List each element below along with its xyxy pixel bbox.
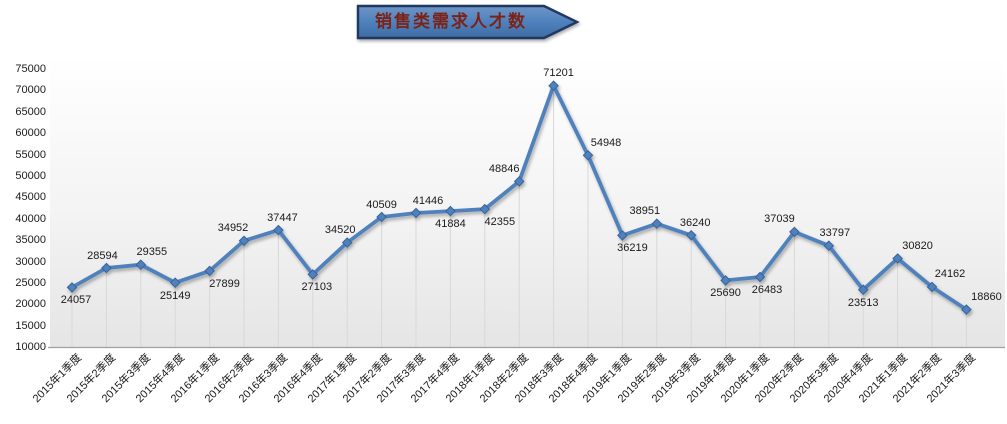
banner-arrow-polygon xyxy=(356,4,580,40)
data-label: 37447 xyxy=(267,211,298,224)
y-axis-label: 45000 xyxy=(15,191,46,204)
y-axis-label: 70000 xyxy=(15,84,46,97)
series-markers xyxy=(66,80,972,315)
chart-title: 销售类需求人才数 xyxy=(375,12,527,31)
data-label: 33797 xyxy=(819,227,851,240)
y-axis-label: 50000 xyxy=(15,169,46,182)
y-axis-label: 40000 xyxy=(15,212,46,225)
y-axis-label: 10000 xyxy=(15,341,46,353)
data-label: 24057 xyxy=(60,294,92,307)
chart-title-banner: 销售类需求人才数 xyxy=(356,4,580,42)
data-label: 28594 xyxy=(87,249,118,262)
data-label: 24162 xyxy=(934,268,966,281)
y-axis-label: 35000 xyxy=(15,234,46,247)
title-banner-arrow-shape xyxy=(356,4,580,42)
data-label: 25690 xyxy=(710,287,741,300)
data-label: 41446 xyxy=(412,194,444,207)
data-label: 37039 xyxy=(764,213,795,226)
y-axis-label: 20000 xyxy=(15,298,46,311)
data-label: 38951 xyxy=(629,205,661,218)
y-axis-label: 30000 xyxy=(15,255,46,268)
series xyxy=(66,80,972,315)
y-axis-label: 15000 xyxy=(15,319,46,332)
y-axis-label: 75000 xyxy=(15,63,46,75)
data-label: 27103 xyxy=(301,281,333,294)
data-label: 27899 xyxy=(209,277,240,290)
data-label: 30820 xyxy=(902,240,933,252)
data-label: 26483 xyxy=(751,284,783,296)
y-axis-label: 25000 xyxy=(15,276,46,289)
data-label: 41884 xyxy=(435,218,466,231)
data-label: 18860 xyxy=(971,291,1002,304)
y-axis-label: 65000 xyxy=(15,105,46,118)
data-label: 25149 xyxy=(159,289,191,302)
data-label: 71201 xyxy=(543,67,574,80)
data-label: 34952 xyxy=(217,222,249,235)
data-label: 48846 xyxy=(488,162,520,175)
data-label: 29355 xyxy=(136,246,168,259)
data-label: 36240 xyxy=(679,216,711,229)
data-label: 23513 xyxy=(847,296,879,309)
data-label: 54948 xyxy=(590,136,622,149)
data-label: 40509 xyxy=(366,198,397,211)
y-axis-label: 55000 xyxy=(15,148,46,161)
data-label: 36219 xyxy=(617,242,648,255)
y-axis-label: 60000 xyxy=(15,127,46,140)
title-banner-shape-svg xyxy=(356,4,580,40)
data-label: 34520 xyxy=(324,224,356,237)
drop-lines xyxy=(71,85,967,348)
data-label: 42355 xyxy=(484,216,516,229)
